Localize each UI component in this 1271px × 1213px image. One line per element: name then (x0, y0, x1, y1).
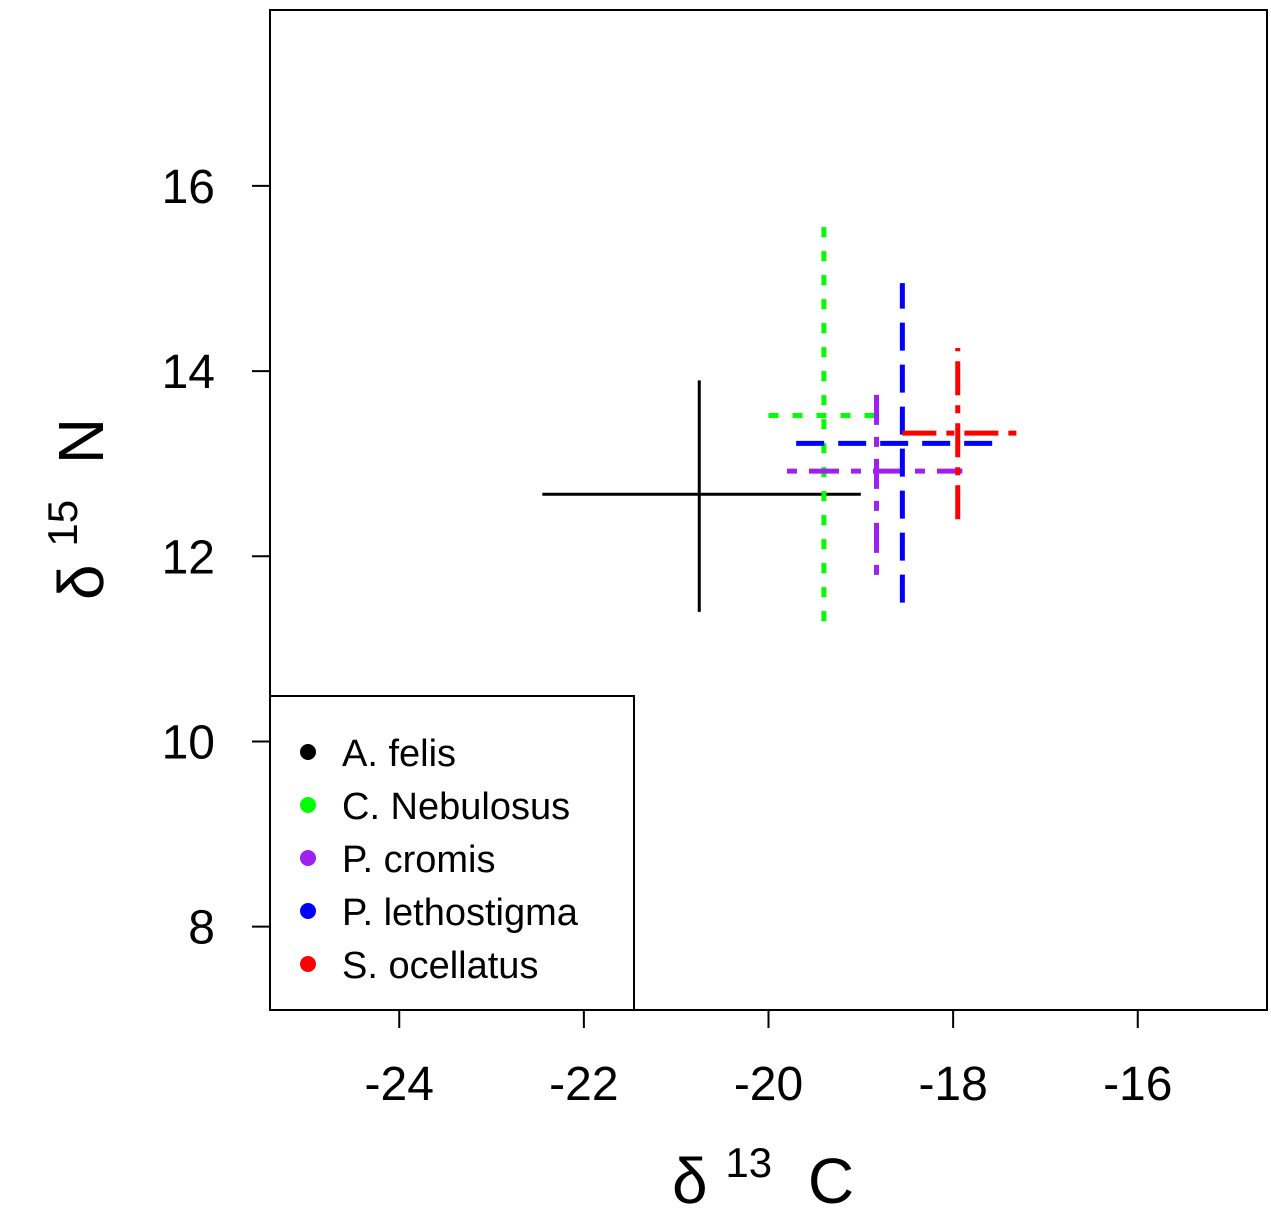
legend-label: P. cromis (342, 839, 495, 881)
x-axis-title-sup: 13 (725, 1139, 772, 1186)
legend-marker (300, 903, 316, 919)
x-tick-label: -20 (734, 1058, 803, 1111)
legend-marker (300, 850, 316, 866)
x-tick-label: -18 (918, 1058, 987, 1111)
legend-label: P. lethostigma (342, 892, 579, 934)
y-axis-title-main: N (45, 418, 117, 464)
y-tick-label: 16 (162, 161, 215, 214)
x-axis-title-main: C (808, 1145, 854, 1213)
y-tick-label: 14 (162, 346, 215, 399)
legend-marker (300, 797, 316, 813)
x-tick-label: -22 (549, 1058, 618, 1111)
legend-items: A. felis C. Nebulosus P. cromis P. lethosti… (300, 733, 579, 987)
legend-box (269, 695, 635, 1011)
y-axis-title-sup: 15 (39, 500, 86, 547)
legend-label: S. ocellatus (342, 945, 538, 987)
x-axis: -24 -22 -20 -18 -16 (365, 1010, 1172, 1111)
x-axis-title-symbol: δ (672, 1145, 708, 1213)
legend-marker (300, 956, 316, 972)
x-axis-title: δ 13 C (672, 1119, 854, 1213)
y-axis-title-symbol: δ (45, 564, 117, 600)
y-tick-label: 12 (162, 531, 215, 584)
legend: A. felis C. Nebulosus P. cromis P. lethosti… (269, 695, 635, 1011)
legend-label: C. Nebulosus (342, 786, 570, 828)
legend-label: A. felis (342, 733, 456, 775)
series-cross (796, 283, 1004, 603)
y-axis: 8 10 12 14 16 (162, 161, 270, 955)
series-cross (902, 347, 1023, 520)
chart-marks (542, 218, 1023, 622)
legend-marker (300, 744, 316, 760)
y-tick-label: 10 (162, 716, 215, 769)
series-cross (768, 218, 875, 622)
x-tick-label: -24 (365, 1058, 434, 1111)
x-tick-label: -16 (1103, 1058, 1172, 1111)
series-cross (786, 385, 963, 575)
series-cross (542, 380, 861, 612)
y-tick-label: 8 (188, 902, 215, 955)
y-axis-title: δ 15 N (19, 418, 117, 600)
